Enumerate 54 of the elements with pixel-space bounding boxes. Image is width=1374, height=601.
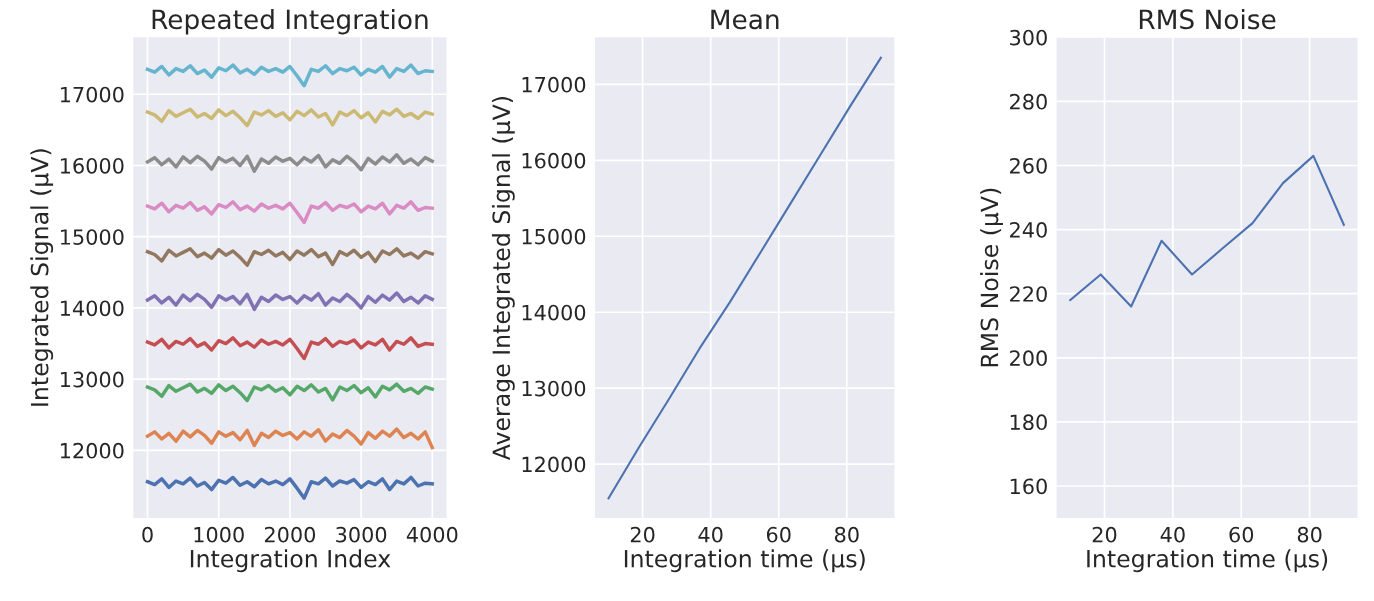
line-series [145, 153, 434, 173]
y-axis-title: Average Integrated Signal (μV) [491, 97, 515, 461]
y-tick-label: 13000 [60, 371, 124, 388]
x-axis-title: Integration time (μs) [1087, 549, 1328, 573]
y-tick-label: 17000 [522, 76, 586, 93]
line-series [145, 291, 434, 312]
x-tick-label: 4000 [406, 526, 458, 543]
line-series [145, 475, 434, 500]
x-tick-label: 40 [698, 526, 723, 543]
line-series [145, 247, 434, 267]
x-tick-label: 20 [1092, 526, 1117, 543]
x-axis-title: Integration time (μs) [624, 549, 865, 573]
line-series [145, 63, 434, 88]
x-tick-label: 2000 [264, 526, 316, 543]
y-tick-label: 12000 [60, 442, 124, 459]
line-series [145, 200, 434, 225]
line-series [145, 382, 434, 403]
x-tick-label: 20 [630, 526, 655, 543]
chart-title: Repeated Integration [152, 8, 428, 35]
chart-title: Mean [711, 9, 779, 30]
y-tick-label: 14000 [522, 304, 586, 321]
y-tick-label: 17000 [60, 86, 124, 103]
y-axis-title: Integrated Signal (μV) [30, 149, 54, 406]
line-series [145, 336, 434, 361]
y-tick-label: 15000 [522, 228, 586, 245]
y-tick-label: 14000 [60, 300, 124, 317]
x-tick-label: 3000 [336, 526, 387, 543]
y-tick-label: 240 [1010, 222, 1047, 238]
x-tick-label: 40 [1160, 526, 1185, 543]
x-tick-label: 1000 [194, 526, 244, 543]
line-series [145, 107, 434, 128]
y-tick-label: 280 [1010, 93, 1047, 110]
x-tick-label: 0 [142, 526, 153, 543]
y-tick-label: 15000 [60, 229, 124, 245]
x-tick-label: 80 [1297, 526, 1322, 543]
line-series [607, 56, 882, 500]
y-tick-label: 200 [1010, 350, 1047, 367]
y-tick-label: 16000 [60, 157, 124, 174]
x-tick-label: 60 [1229, 526, 1254, 543]
line-series [1069, 154, 1345, 308]
y-tick-label: 12000 [522, 456, 586, 473]
x-axis-title: Integration Index [190, 549, 391, 573]
x-tick-label: 60 [766, 526, 791, 543]
chart-title: RMS Noise [1139, 8, 1276, 30]
x-tick-label: 80 [834, 526, 859, 543]
y-axis-title: RMS Noise (μV) [980, 188, 1003, 367]
y-tick-label: 300 [1010, 29, 1047, 46]
y-tick-label: 13000 [522, 380, 586, 397]
y-tick-label: 260 [1010, 157, 1047, 174]
line-series [145, 427, 434, 450]
y-tick-label: 220 [1010, 286, 1047, 302]
y-tick-label: 160 [1010, 478, 1047, 495]
y-tick-label: 16000 [522, 152, 586, 169]
y-tick-label: 180 [1010, 414, 1047, 431]
